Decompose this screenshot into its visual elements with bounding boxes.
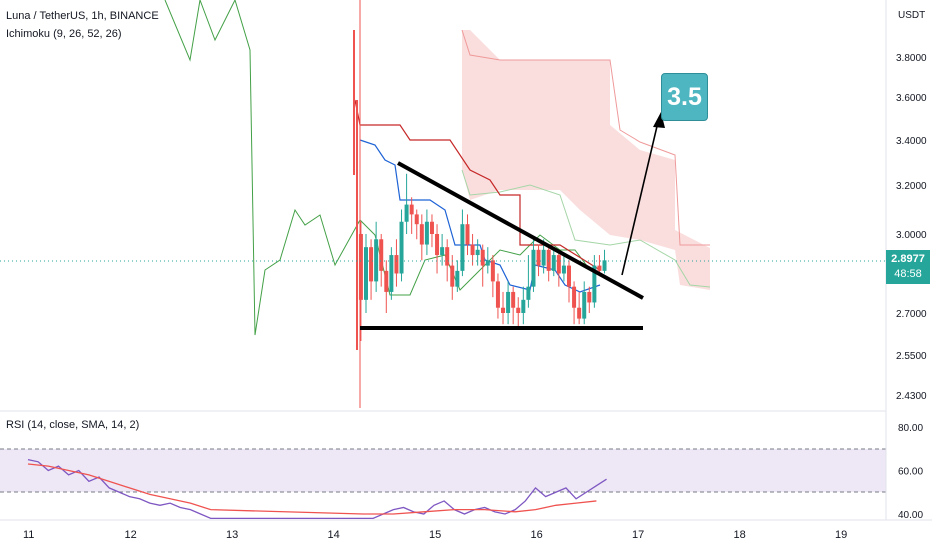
candle-body (480, 249, 485, 266)
candle-body (516, 307, 521, 313)
candle-body (384, 270, 389, 292)
candle-body (409, 204, 414, 215)
rsi-tick-label: 40.00 (898, 510, 923, 521)
candle-body (475, 249, 480, 256)
rsi-band (0, 449, 886, 492)
candle-body (577, 307, 582, 319)
candle-body (485, 260, 490, 266)
candle-body (374, 239, 379, 282)
candle-body (424, 221, 429, 245)
candle-body (394, 255, 399, 274)
candle-body (561, 265, 566, 274)
ichimoku-legend[interactable]: Ichimoku (9, 26, 52, 26) (6, 28, 122, 40)
candle-body (536, 249, 541, 266)
time-tick-label: 11 (23, 529, 34, 541)
triangle-resistance-line[interactable] (397, 161, 644, 300)
time-tick-label: 19 (835, 529, 847, 541)
candle-body (572, 286, 577, 308)
cloud-border-lower (461, 169, 711, 288)
rsi-tick-label: 60.00 (898, 467, 923, 478)
candle-body (551, 255, 556, 271)
time-tick-label: 18 (734, 529, 746, 541)
candle-body (404, 204, 409, 222)
price-tick-label: 3.6000 (896, 93, 927, 104)
candle-body (511, 291, 516, 308)
last-price-value: 2.8977 (891, 253, 925, 265)
candle-body (546, 249, 551, 271)
candle-body (429, 221, 434, 234)
candle-body (521, 299, 526, 313)
candle-body (541, 249, 546, 266)
price-tick-label: 2.7000 (896, 309, 927, 320)
candle-body (597, 265, 602, 271)
price-tick-label: 3.8000 (896, 53, 927, 64)
candle-body (419, 224, 424, 245)
candle-body (455, 270, 460, 287)
candle-body (495, 281, 500, 308)
price-tick-label: 2.5500 (896, 351, 927, 362)
candle-body (582, 291, 587, 319)
time-tick-label: 17 (632, 529, 644, 541)
price-tick-label: 3.4000 (896, 136, 927, 147)
time-tick-label: 16 (531, 529, 543, 541)
candle-body (440, 247, 445, 256)
candle-body (526, 286, 531, 300)
bar-countdown: 48:58 (894, 268, 922, 280)
time-tick-label: 15 (429, 529, 441, 541)
candle-body (602, 260, 607, 271)
candle-body (556, 255, 561, 274)
time-tick-label: 14 (328, 529, 340, 541)
candle-body (566, 265, 571, 287)
candle-body (414, 214, 419, 225)
candle-body (470, 244, 475, 256)
candle-body (363, 247, 368, 300)
last-price-badge: 2.8977 48:58 (886, 250, 930, 284)
rsi-tick-label: 80.00 (898, 423, 923, 434)
time-tick-label: 13 (226, 529, 238, 541)
candle-body (435, 234, 440, 256)
candle-body (358, 234, 363, 300)
candle-body (369, 247, 374, 282)
candle-body (460, 224, 465, 271)
rsi-series-line (27, 463, 597, 515)
price-tick-label: 3.2000 (896, 181, 927, 192)
candle-body (465, 224, 470, 245)
currency-label: USDT (898, 10, 926, 21)
symbol-legend[interactable]: Luna / TetherUS, 1h, BINANCE (6, 10, 159, 22)
candle-body (389, 255, 394, 292)
cloud-border-upper (461, 29, 710, 246)
candle-body (399, 221, 404, 274)
candle-body (445, 247, 450, 266)
rsi-legend[interactable]: RSI (14, close, SMA, 14, 2) (6, 419, 140, 431)
target-arrow[interactable] (621, 121, 659, 276)
candle-body (506, 291, 511, 313)
candle-body (531, 249, 536, 287)
time-tick-label: 12 (125, 529, 137, 541)
candle-body (490, 260, 495, 282)
candle-body (592, 265, 597, 303)
base-line (354, 99, 601, 271)
candle-body (450, 265, 455, 287)
price-tick-label: 3.0000 (896, 230, 927, 241)
ichimoku-cloud (462, 30, 710, 290)
candle-body (501, 307, 506, 313)
target-label[interactable]: 3.5 (661, 73, 708, 121)
candle-body (587, 291, 592, 303)
candle-body (379, 239, 384, 271)
price-tick-label: 2.4300 (896, 391, 927, 402)
